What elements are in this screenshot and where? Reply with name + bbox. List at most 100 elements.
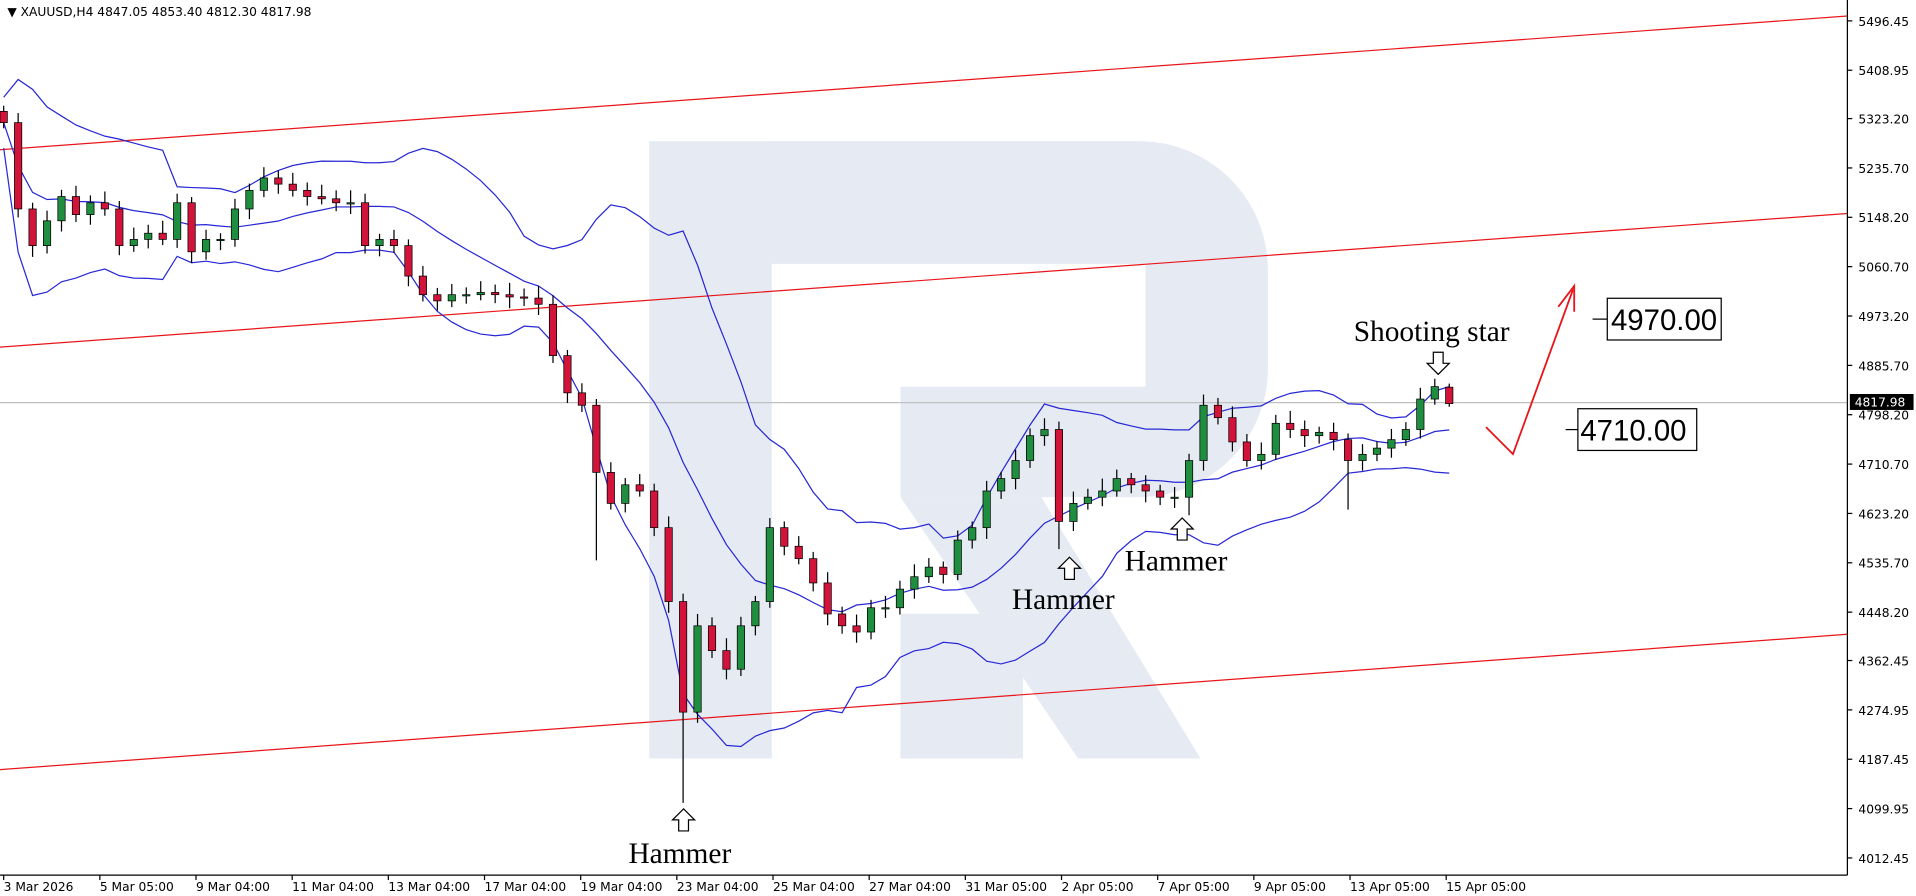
price-tick-label: 4362.45 [1858,654,1909,668]
current-price-badge: 4817.98 [1849,393,1914,410]
candle-body [621,484,630,504]
candle-55 [794,536,803,565]
candle-78 [1127,472,1136,494]
candle-body [534,297,543,305]
price-tick-label: 4012.45 [1858,852,1909,866]
candle-11 [158,220,167,246]
candle-body [1141,484,1150,492]
candle-body [1170,496,1179,499]
time-tick-label: 25 Mar 04:00 [773,880,855,894]
candle-23 [332,190,341,212]
candle-68 [982,480,991,539]
candle-body [42,220,52,246]
candle-body [751,601,760,627]
candle-53 [765,518,774,608]
candle-88 [1271,414,1280,460]
candle-body [230,208,240,240]
candle-4 [57,189,66,232]
candle-body [375,239,384,246]
candle-body [288,183,297,191]
candle-body [332,198,341,204]
candle-body [693,625,702,713]
bb-lower [3,147,1450,748]
candle-36 [520,288,529,306]
svg-text:4970.00: 4970.00 [1611,304,1717,337]
candle-body [1199,404,1208,461]
candle-24 [346,190,355,215]
candle-97 [1401,422,1410,446]
level-4710[interactable]: 4710.00 [1565,408,1698,452]
level-4970[interactable]: 4970.00 [1592,297,1722,341]
candle-body [447,294,456,302]
candle-body [1286,422,1295,430]
channel-lines [0,15,1848,771]
candle-90 [1300,420,1309,447]
candle-body [1156,490,1165,498]
candle-body [1011,460,1020,479]
price-tick-label: 5148.20 [1858,211,1909,225]
candle-94 [1358,444,1367,471]
price-tick-label: 5235.70 [1858,162,1909,176]
time-tick-label: 9 Apr 05:00 [1254,880,1326,894]
candle-body [317,196,326,200]
candle-15 [216,233,225,251]
candle-body [115,208,124,246]
candle-body [823,582,832,615]
candle-86 [1242,434,1251,467]
candle-41 [592,399,601,561]
time-tick-label: 13 Apr 05:00 [1350,880,1430,894]
candle-body [1401,429,1410,441]
time-tick-label: 9 Mar 04:00 [196,880,270,894]
annotation-shooting-star: Shooting star [1354,316,1510,376]
candle-64 [924,558,933,583]
candle-14 [202,229,211,260]
candle-70 [1011,449,1020,490]
candle-56 [809,551,818,592]
channel-line-2 [0,633,1848,771]
candle-40 [577,383,586,413]
candle-34 [491,284,500,304]
candle-75 [1083,488,1092,510]
candle-47 [679,593,688,803]
candle-body [953,539,962,575]
candle-body [1242,441,1251,461]
candle-body [809,558,818,584]
candle-body [1430,386,1439,400]
candles [0,105,1454,803]
price-axis[interactable]: 5496.45 5408.95 5323.20 5235.70 5148.20 5060.… [1847,15,1909,866]
candle-84 [1213,397,1223,425]
candle-body [997,478,1006,492]
candle-67 [968,521,977,549]
time-axis[interactable]: 3 Mar 2026 5 Mar 05:00 9 Mar 04:00 11 Mar 0… [3,875,1526,894]
price-tick-label: 4885.70 [1858,359,1909,373]
candle-body [895,588,904,609]
candle-body [259,177,268,191]
candle-body [1228,417,1237,443]
price-tick-label: 5408.95 [1858,64,1909,78]
candle-87 [1257,442,1266,470]
price-tick-label: 5496.45 [1858,15,1909,29]
candle-89 [1286,410,1295,438]
price-tick-label: 4099.95 [1858,802,1909,816]
channel-line-0 [0,15,1848,151]
candle-body [129,239,138,246]
candle-body [71,196,80,215]
candle-body [635,484,644,492]
time-tick-label: 23 Mar 04:00 [677,880,759,894]
candle-79 [1141,475,1150,503]
candle-8 [115,201,124,256]
time-tick-label: 11 Mar 04:00 [292,880,374,894]
candle-59 [852,614,861,643]
arrow-up-icon [1169,517,1195,541]
candle-96 [1387,428,1396,458]
candle-body [1372,447,1382,455]
candle-body [216,239,225,242]
candle-body [1416,398,1425,430]
time-tick-label: 15 Apr 05:00 [1446,880,1526,894]
svg-text:Hammer: Hammer [1125,546,1228,578]
price-tick-label: 4187.45 [1858,753,1909,767]
candle-body [679,601,688,713]
candle-body [505,294,514,298]
candle-body [1358,453,1367,461]
